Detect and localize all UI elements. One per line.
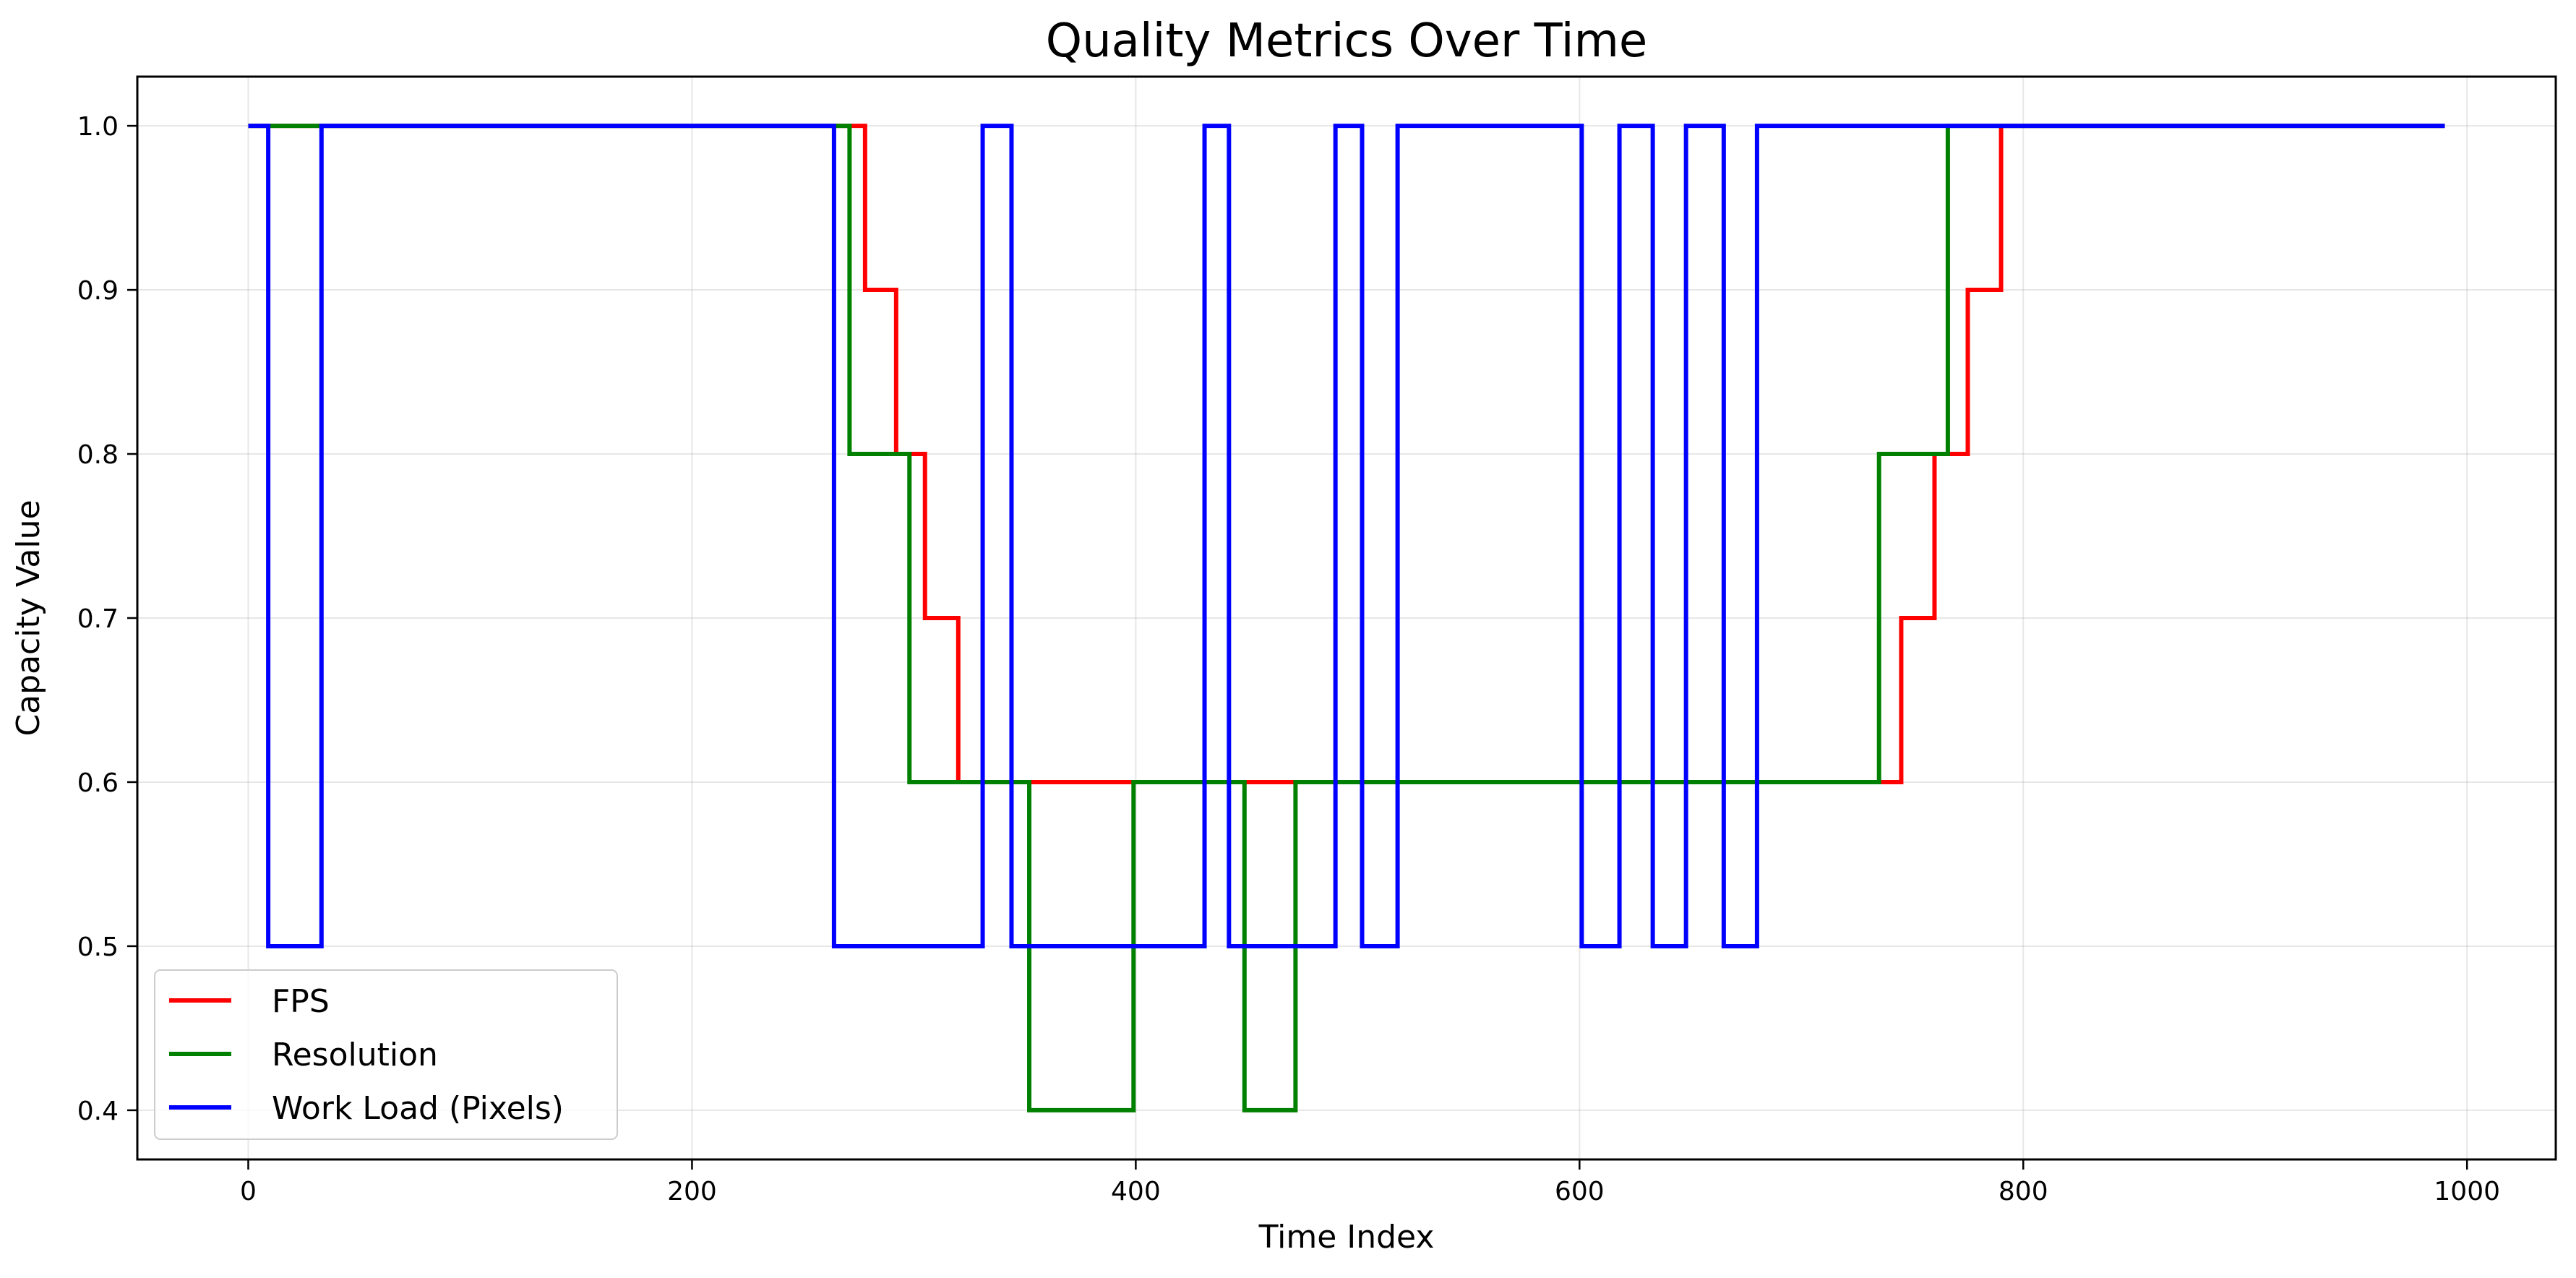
x-tick-label-5: 1000 (2434, 1177, 2500, 1206)
series-line-resolution (248, 124, 2445, 1112)
legend: FPS Resolution Work Load (Pixels) (154, 969, 618, 1140)
legend-label-resolution: Resolution (272, 1037, 438, 1073)
legend-box (154, 969, 618, 1140)
y-axis-label: Capacity Value (10, 499, 47, 736)
x-tick-label-3: 600 (1555, 1177, 1605, 1206)
y-tick-label-3: 0.7 (77, 604, 119, 634)
y-tick-label-6: 1.0 (77, 112, 119, 142)
grid-lines (137, 77, 2556, 1159)
x-axis-label: Time Index (1258, 1219, 1435, 1256)
chart-title: Quality Metrics Over Time (1046, 14, 1648, 68)
y-tick-label-5: 0.9 (77, 276, 119, 306)
legend-label-fps: FPS (272, 983, 330, 1020)
y-tick-label-2: 0.6 (77, 768, 119, 798)
x-tick-label-1: 200 (667, 1177, 717, 1206)
x-axis-ticks: 0 200 400 600 800 1000 (240, 1159, 2500, 1206)
y-tick-label-1: 0.5 (77, 932, 119, 962)
y-tick-label-0: 0.4 (77, 1097, 119, 1126)
series-lines (248, 124, 2445, 1112)
legend-label-work-load-pixels: Work Load (Pixels) (272, 1090, 564, 1127)
series-line-fps (248, 124, 2445, 784)
x-tick-label-4: 800 (1998, 1177, 2048, 1206)
y-axis-ticks: 0.4 0.5 0.6 0.7 0.8 0.9 1.0 (77, 112, 137, 1126)
series-line-work-load-pixels (248, 124, 2445, 948)
x-tick-label-0: 0 (240, 1177, 257, 1206)
y-tick-label-4: 0.8 (77, 440, 119, 470)
x-tick-label-2: 400 (1111, 1177, 1161, 1206)
